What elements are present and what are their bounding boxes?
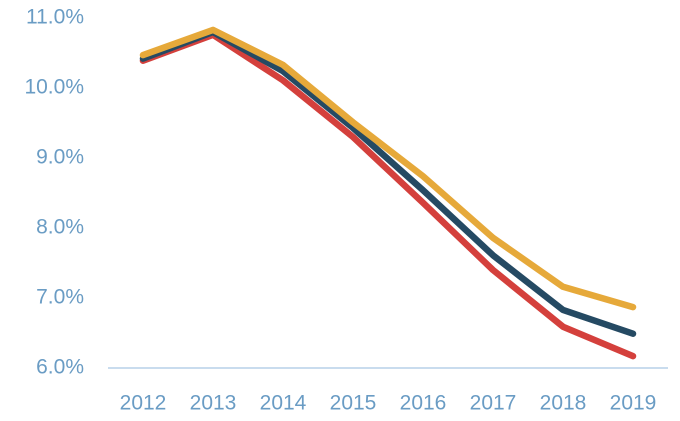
y-tick-label: 10.0% [24, 76, 84, 99]
x-tick-label: 2019 [610, 392, 657, 415]
x-tick-label: 2015 [330, 392, 377, 415]
x-tick-label: 2017 [470, 392, 517, 415]
line-series [139, 28, 637, 337]
line-series [139, 26, 637, 311]
line-series [139, 31, 637, 360]
x-tick-label: 2018 [540, 392, 587, 415]
y-tick-label: 11.0% [26, 6, 84, 29]
x-tick-label: 2014 [260, 392, 307, 415]
y-tick-label: 7.0% [36, 286, 84, 309]
y-tick-label: 6.0% [36, 356, 84, 379]
x-tick-label: 2012 [120, 392, 167, 415]
y-tick-label: 8.0% [36, 216, 84, 239]
x-tick-label: 2016 [400, 392, 447, 415]
x-tick-label: 2013 [190, 392, 237, 415]
y-tick-label: 9.0% [36, 146, 84, 169]
